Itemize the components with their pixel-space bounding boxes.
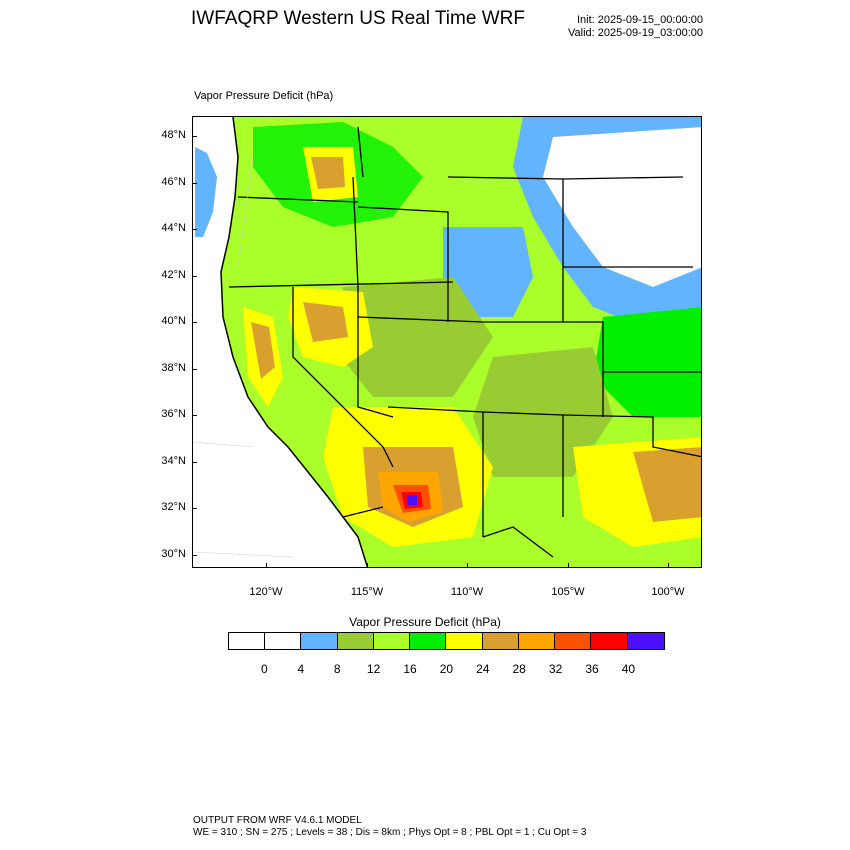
- field-label: Vapor Pressure Deficit (hPa): [194, 90, 334, 102]
- colorbar-level-label: 0: [261, 662, 268, 676]
- lon-label-105: 105°W: [551, 586, 585, 598]
- lon-tick-mark: [266, 563, 267, 568]
- colorbar-cell: [410, 633, 447, 649]
- colorbar: [228, 632, 665, 650]
- colorbar-cell: [555, 633, 592, 649]
- colorbar-cell: [265, 633, 302, 649]
- colorbar-cell: [373, 633, 411, 649]
- legend-title: Vapor Pressure Deficit (hPa): [349, 615, 501, 629]
- colorbar-cell: [627, 633, 664, 649]
- graticule: [193, 156, 294, 558]
- lon-tick-mark: [367, 563, 368, 568]
- lat-label-44: 44°N: [161, 222, 186, 234]
- lat-tick-mark: [192, 508, 197, 509]
- lat-tick-mark: [192, 136, 197, 137]
- lat-tick-mark: [192, 229, 197, 230]
- init-time: Init: 2025-09-15_00:00:00: [577, 14, 703, 26]
- valid-time: Valid: 2025-09-19_03:00:00: [568, 27, 703, 39]
- lat-tick-mark: [192, 555, 197, 556]
- lat-tick-mark: [192, 462, 197, 463]
- lat-label-38: 38°N: [161, 362, 186, 374]
- lon-label-115: 115°W: [350, 586, 384, 598]
- lat-label-30: 30°N: [161, 548, 186, 560]
- colorbar-level-label: 40: [621, 662, 636, 676]
- lon-label-110: 110°W: [450, 586, 484, 598]
- lat-tick-mark: [192, 322, 197, 323]
- colorbar-level-label: 4: [297, 662, 305, 676]
- colorbar-cell: [337, 633, 374, 649]
- colorbar-level-label: 36: [585, 662, 599, 676]
- lat-label-48: 48°N: [161, 129, 186, 141]
- lat-label-32: 32°N: [161, 501, 186, 513]
- colorbar-level-label: 32: [548, 662, 563, 676]
- lon-label-120: 120°W: [249, 586, 283, 598]
- ocean-vpd-patch: [195, 147, 217, 237]
- colorbar-level-label: 28: [512, 662, 526, 676]
- colorbar-cell: [446, 633, 483, 649]
- map-title: IWFAQRP Western US Real Time WRF: [191, 8, 525, 29]
- lat-label-46: 46°N: [161, 176, 186, 188]
- colorbar-cell: [482, 633, 519, 649]
- model-config-line: WE = 310 ; SN = 275 ; Levels = 38 ; Dis …: [193, 827, 587, 838]
- lon-label-100: 100°W: [651, 586, 685, 598]
- lon-tick-mark: [467, 563, 468, 568]
- colorbar-cell: [229, 633, 266, 649]
- model-info-line: OUTPUT FROM WRF V4.6.1 MODEL: [193, 815, 362, 826]
- lat-label-40: 40°N: [161, 315, 186, 327]
- lat-tick-mark: [192, 369, 197, 370]
- lat-label-34: 34°N: [161, 455, 186, 467]
- lon-tick-mark: [568, 563, 569, 568]
- colorbar-level-label: 12: [366, 662, 381, 676]
- coastline: [220, 117, 369, 567]
- colorbar-level-label: 8: [333, 662, 341, 676]
- colorbar-level-label: 24: [476, 662, 490, 676]
- vpd-map: [193, 117, 701, 567]
- state-borders: [228, 126, 701, 558]
- colorbar-cell: [301, 633, 338, 649]
- lat-tick-mark: [192, 276, 197, 277]
- colorbar-cell: [518, 633, 556, 649]
- colorbar-level-label: 16: [403, 662, 417, 676]
- lon-tick-mark: [668, 563, 669, 568]
- lat-tick-mark: [192, 415, 197, 416]
- lat-label-36: 36°N: [161, 408, 186, 420]
- map-panel: [192, 116, 702, 568]
- colorbar-cell: [591, 633, 628, 649]
- lat-tick-mark: [192, 183, 197, 184]
- colorbar-level-label: 20: [439, 662, 454, 676]
- lat-label-42: 42°N: [161, 269, 186, 281]
